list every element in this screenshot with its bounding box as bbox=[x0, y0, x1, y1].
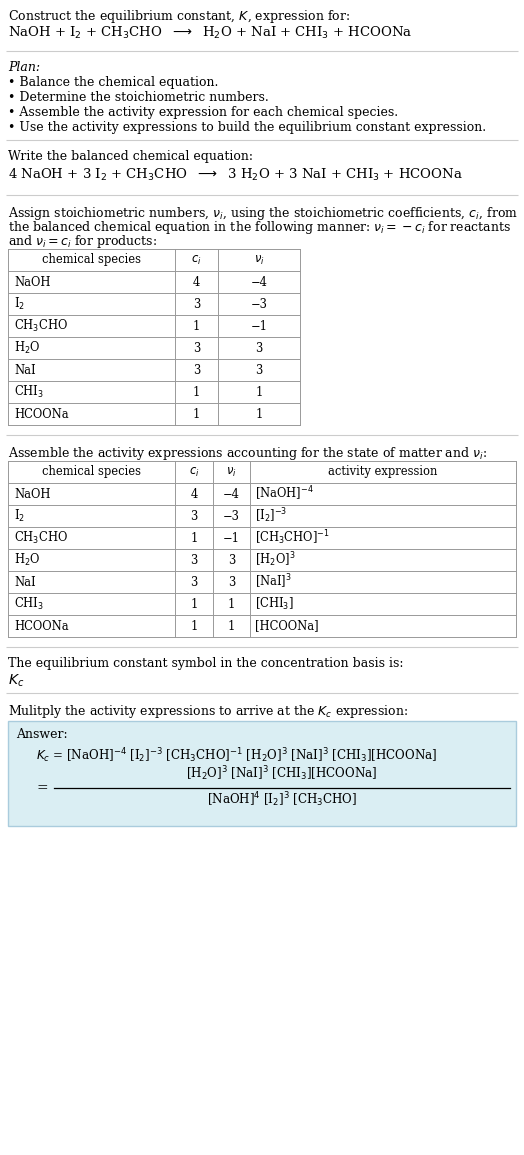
Text: HCOONa: HCOONa bbox=[14, 408, 69, 420]
Text: CHI$_3$: CHI$_3$ bbox=[14, 383, 44, 400]
Text: • Balance the chemical equation.: • Balance the chemical equation. bbox=[8, 76, 219, 89]
Text: $K_c$: $K_c$ bbox=[8, 673, 24, 690]
Text: −4: −4 bbox=[250, 276, 267, 289]
Text: [CHI$_3$]: [CHI$_3$] bbox=[255, 596, 294, 612]
Text: 4: 4 bbox=[190, 487, 198, 500]
Text: CHI$_3$: CHI$_3$ bbox=[14, 596, 44, 612]
Text: chemical species: chemical species bbox=[42, 253, 141, 267]
Text: 3: 3 bbox=[190, 553, 198, 566]
Text: I$_2$: I$_2$ bbox=[14, 296, 25, 312]
Text: −1: −1 bbox=[250, 320, 267, 333]
Text: CH$_3$CHO: CH$_3$CHO bbox=[14, 318, 68, 334]
Text: Answer:: Answer: bbox=[16, 728, 68, 742]
Text: 1: 1 bbox=[190, 597, 198, 611]
Text: $K_c$ = [NaOH]$^{-4}$ [I$_2$]$^{-3}$ [CH$_3$CHO]$^{-1}$ [H$_2$O]$^3$ [NaI]$^3$ [: $K_c$ = [NaOH]$^{-4}$ [I$_2$]$^{-3}$ [CH… bbox=[36, 746, 438, 765]
Text: 1: 1 bbox=[190, 531, 198, 544]
Text: [H$_2$O]$^3$: [H$_2$O]$^3$ bbox=[255, 551, 296, 569]
Text: Write the balanced chemical equation:: Write the balanced chemical equation: bbox=[8, 150, 253, 163]
Text: Mulitply the activity expressions to arrive at the $K_c$ expression:: Mulitply the activity expressions to arr… bbox=[8, 703, 408, 720]
Text: 1: 1 bbox=[193, 320, 200, 333]
Text: HCOONa: HCOONa bbox=[14, 619, 69, 633]
Text: 3: 3 bbox=[255, 342, 263, 355]
Text: [NaI]$^3$: [NaI]$^3$ bbox=[255, 573, 292, 591]
Text: • Determine the stoichiometric numbers.: • Determine the stoichiometric numbers. bbox=[8, 91, 269, 104]
Text: 3: 3 bbox=[193, 364, 200, 377]
Text: 1: 1 bbox=[255, 408, 263, 420]
Text: −1: −1 bbox=[223, 531, 240, 544]
Text: CH$_3$CHO: CH$_3$CHO bbox=[14, 530, 68, 546]
Text: Assemble the activity expressions accounting for the state of matter and $\nu_i$: Assemble the activity expressions accoun… bbox=[8, 445, 487, 462]
Text: 3: 3 bbox=[228, 575, 235, 589]
Text: 3: 3 bbox=[228, 553, 235, 566]
Text: • Use the activity expressions to build the equilibrium constant expression.: • Use the activity expressions to build … bbox=[8, 121, 486, 134]
Text: 4: 4 bbox=[193, 276, 200, 289]
Text: 3: 3 bbox=[255, 364, 263, 377]
Text: [CH$_3$CHO]$^{-1}$: [CH$_3$CHO]$^{-1}$ bbox=[255, 529, 330, 547]
Text: chemical species: chemical species bbox=[42, 465, 141, 478]
Text: [H$_2$O]$^3$ [NaI]$^3$ [CHI$_3$][HCOONa]: [H$_2$O]$^3$ [NaI]$^3$ [CHI$_3$][HCOONa] bbox=[187, 765, 378, 783]
Text: NaOH + I$_2$ + CH$_3$CHO  $\longrightarrow$  H$_2$O + NaI + CHI$_3$ + HCOONa: NaOH + I$_2$ + CH$_3$CHO $\longrightarro… bbox=[8, 25, 412, 42]
Text: Construct the equilibrium constant, $K$, expression for:: Construct the equilibrium constant, $K$,… bbox=[8, 8, 350, 25]
Text: H$_2$O: H$_2$O bbox=[14, 552, 40, 568]
Text: Assign stoichiometric numbers, $\nu_i$, using the stoichiometric coefficients, $: Assign stoichiometric numbers, $\nu_i$, … bbox=[8, 204, 518, 222]
Text: 1: 1 bbox=[193, 408, 200, 420]
Text: the balanced chemical equation in the following manner: $\nu_i = -c_i$ for react: the balanced chemical equation in the fo… bbox=[8, 219, 511, 236]
Text: $c_i$: $c_i$ bbox=[191, 253, 202, 267]
Text: $c_i$: $c_i$ bbox=[189, 465, 199, 478]
Text: $\nu_i$: $\nu_i$ bbox=[254, 253, 264, 267]
Text: [HCOONa]: [HCOONa] bbox=[255, 619, 319, 633]
Text: 3: 3 bbox=[193, 298, 200, 311]
Text: NaOH: NaOH bbox=[14, 276, 50, 289]
Text: I$_2$: I$_2$ bbox=[14, 508, 25, 524]
Text: 1: 1 bbox=[228, 619, 235, 633]
Text: $\nu_i$: $\nu_i$ bbox=[226, 465, 237, 478]
FancyBboxPatch shape bbox=[8, 721, 516, 826]
Text: 1: 1 bbox=[190, 619, 198, 633]
Text: [NaOH]$^{-4}$: [NaOH]$^{-4}$ bbox=[255, 485, 314, 504]
Text: • Assemble the activity expression for each chemical species.: • Assemble the activity expression for e… bbox=[8, 106, 398, 119]
Text: −3: −3 bbox=[223, 509, 240, 522]
Text: 1: 1 bbox=[228, 597, 235, 611]
Text: =: = bbox=[36, 781, 48, 795]
Text: H$_2$O: H$_2$O bbox=[14, 340, 40, 356]
Text: 4 NaOH + 3 I$_2$ + CH$_3$CHO  $\longrightarrow$  3 H$_2$O + 3 NaI + CHI$_3$ + HC: 4 NaOH + 3 I$_2$ + CH$_3$CHO $\longright… bbox=[8, 167, 463, 184]
Text: 3: 3 bbox=[190, 509, 198, 522]
Text: activity expression: activity expression bbox=[329, 465, 438, 478]
Text: 1: 1 bbox=[255, 386, 263, 398]
Text: Plan:: Plan: bbox=[8, 61, 40, 74]
Text: 1: 1 bbox=[193, 386, 200, 398]
Text: −3: −3 bbox=[250, 298, 267, 311]
Text: The equilibrium constant symbol in the concentration basis is:: The equilibrium constant symbol in the c… bbox=[8, 657, 403, 670]
Text: 3: 3 bbox=[193, 342, 200, 355]
Text: and $\nu_i = c_i$ for products:: and $\nu_i = c_i$ for products: bbox=[8, 233, 157, 249]
Text: −4: −4 bbox=[223, 487, 240, 500]
Text: NaOH: NaOH bbox=[14, 487, 50, 500]
Text: 3: 3 bbox=[190, 575, 198, 589]
Text: [I$_2$]$^{-3}$: [I$_2$]$^{-3}$ bbox=[255, 507, 287, 526]
Text: NaI: NaI bbox=[14, 575, 36, 589]
Text: NaI: NaI bbox=[14, 364, 36, 377]
Text: [NaOH]$^4$ [I$_2$]$^3$ [CH$_3$CHO]: [NaOH]$^4$ [I$_2$]$^3$ [CH$_3$CHO] bbox=[207, 790, 357, 808]
